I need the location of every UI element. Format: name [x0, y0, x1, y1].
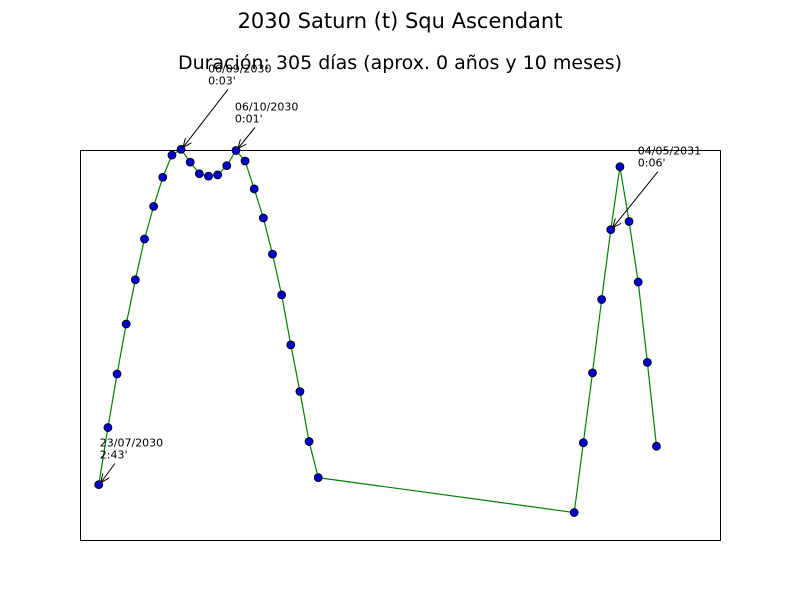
annotation-date: 06/10/2030 — [235, 101, 298, 114]
annotation-value: 0:06' — [638, 157, 666, 170]
data-point — [569, 508, 579, 517]
annotation-arrow — [101, 463, 116, 483]
data-point — [615, 162, 625, 172]
chart-title: 2030 Saturn (t) Squ Ascendant — [238, 9, 563, 33]
annotation-arrow — [183, 89, 229, 147]
series-line-segment — [582, 372, 594, 443]
series-line-segment — [628, 221, 639, 283]
series-line-segment — [619, 166, 630, 222]
annotation-date: 06/09/2030 — [208, 62, 271, 75]
series-line-segment — [637, 281, 648, 363]
data-point — [149, 201, 159, 211]
data-point — [112, 369, 122, 379]
data-point — [194, 169, 204, 179]
series-line-segment — [281, 294, 292, 346]
series-line-segment — [299, 391, 310, 442]
series-line-segment — [318, 477, 575, 514]
series-line-segment — [262, 217, 274, 255]
data-point — [240, 156, 250, 166]
series-line-segment — [116, 323, 127, 375]
data-point — [588, 368, 597, 378]
series-line-segment — [591, 299, 603, 373]
series-line-segment — [244, 160, 255, 190]
data-point — [313, 473, 323, 483]
data-point — [158, 172, 168, 182]
chart-subtitle: Duración: 305 días (aprox. 0 años y 10 m… — [178, 52, 622, 74]
series-line-segment — [308, 441, 319, 478]
series-line-segment — [601, 229, 612, 300]
annotation-date: 04/05/2031 — [638, 145, 701, 158]
data-point — [578, 438, 588, 448]
points-layer — [94, 144, 661, 517]
series-line-segment — [153, 177, 164, 207]
data-point — [652, 441, 661, 451]
series-line-segment — [290, 344, 301, 392]
series-line-segment — [125, 279, 136, 325]
data-point — [213, 170, 223, 180]
annotation-value: 0:03' — [208, 74, 236, 87]
data-point — [185, 157, 195, 167]
series-line-segment — [143, 206, 155, 240]
data-point — [597, 295, 607, 304]
data-point — [167, 150, 177, 160]
annotation-value: 0:01' — [235, 113, 263, 126]
series-line-segment — [646, 362, 658, 447]
series-line-segment — [134, 238, 146, 280]
data-point — [103, 423, 113, 432]
annotation-date: 23/07/2030 — [100, 437, 163, 450]
data-point — [222, 161, 232, 171]
data-point — [295, 387, 305, 396]
data-point — [642, 357, 652, 367]
data-point — [277, 290, 287, 300]
data-point — [140, 234, 149, 244]
series-line-segment — [573, 442, 584, 513]
plot-area — [80, 150, 721, 541]
data-point — [633, 277, 643, 287]
series-line-segment — [271, 253, 283, 295]
data-point — [249, 184, 259, 194]
data-point — [624, 217, 634, 226]
data-point — [268, 249, 277, 259]
annotation-arrow — [238, 127, 256, 149]
data-point — [130, 275, 140, 285]
data-point — [121, 319, 131, 329]
annotation-arrow — [613, 171, 659, 228]
data-point — [258, 213, 268, 223]
annotation-value: 2:43' — [100, 449, 128, 462]
series-line-segment — [107, 373, 118, 428]
data-point — [204, 171, 213, 181]
data-point — [304, 437, 314, 446]
data-point — [286, 340, 296, 350]
series-line-segment — [253, 188, 264, 219]
